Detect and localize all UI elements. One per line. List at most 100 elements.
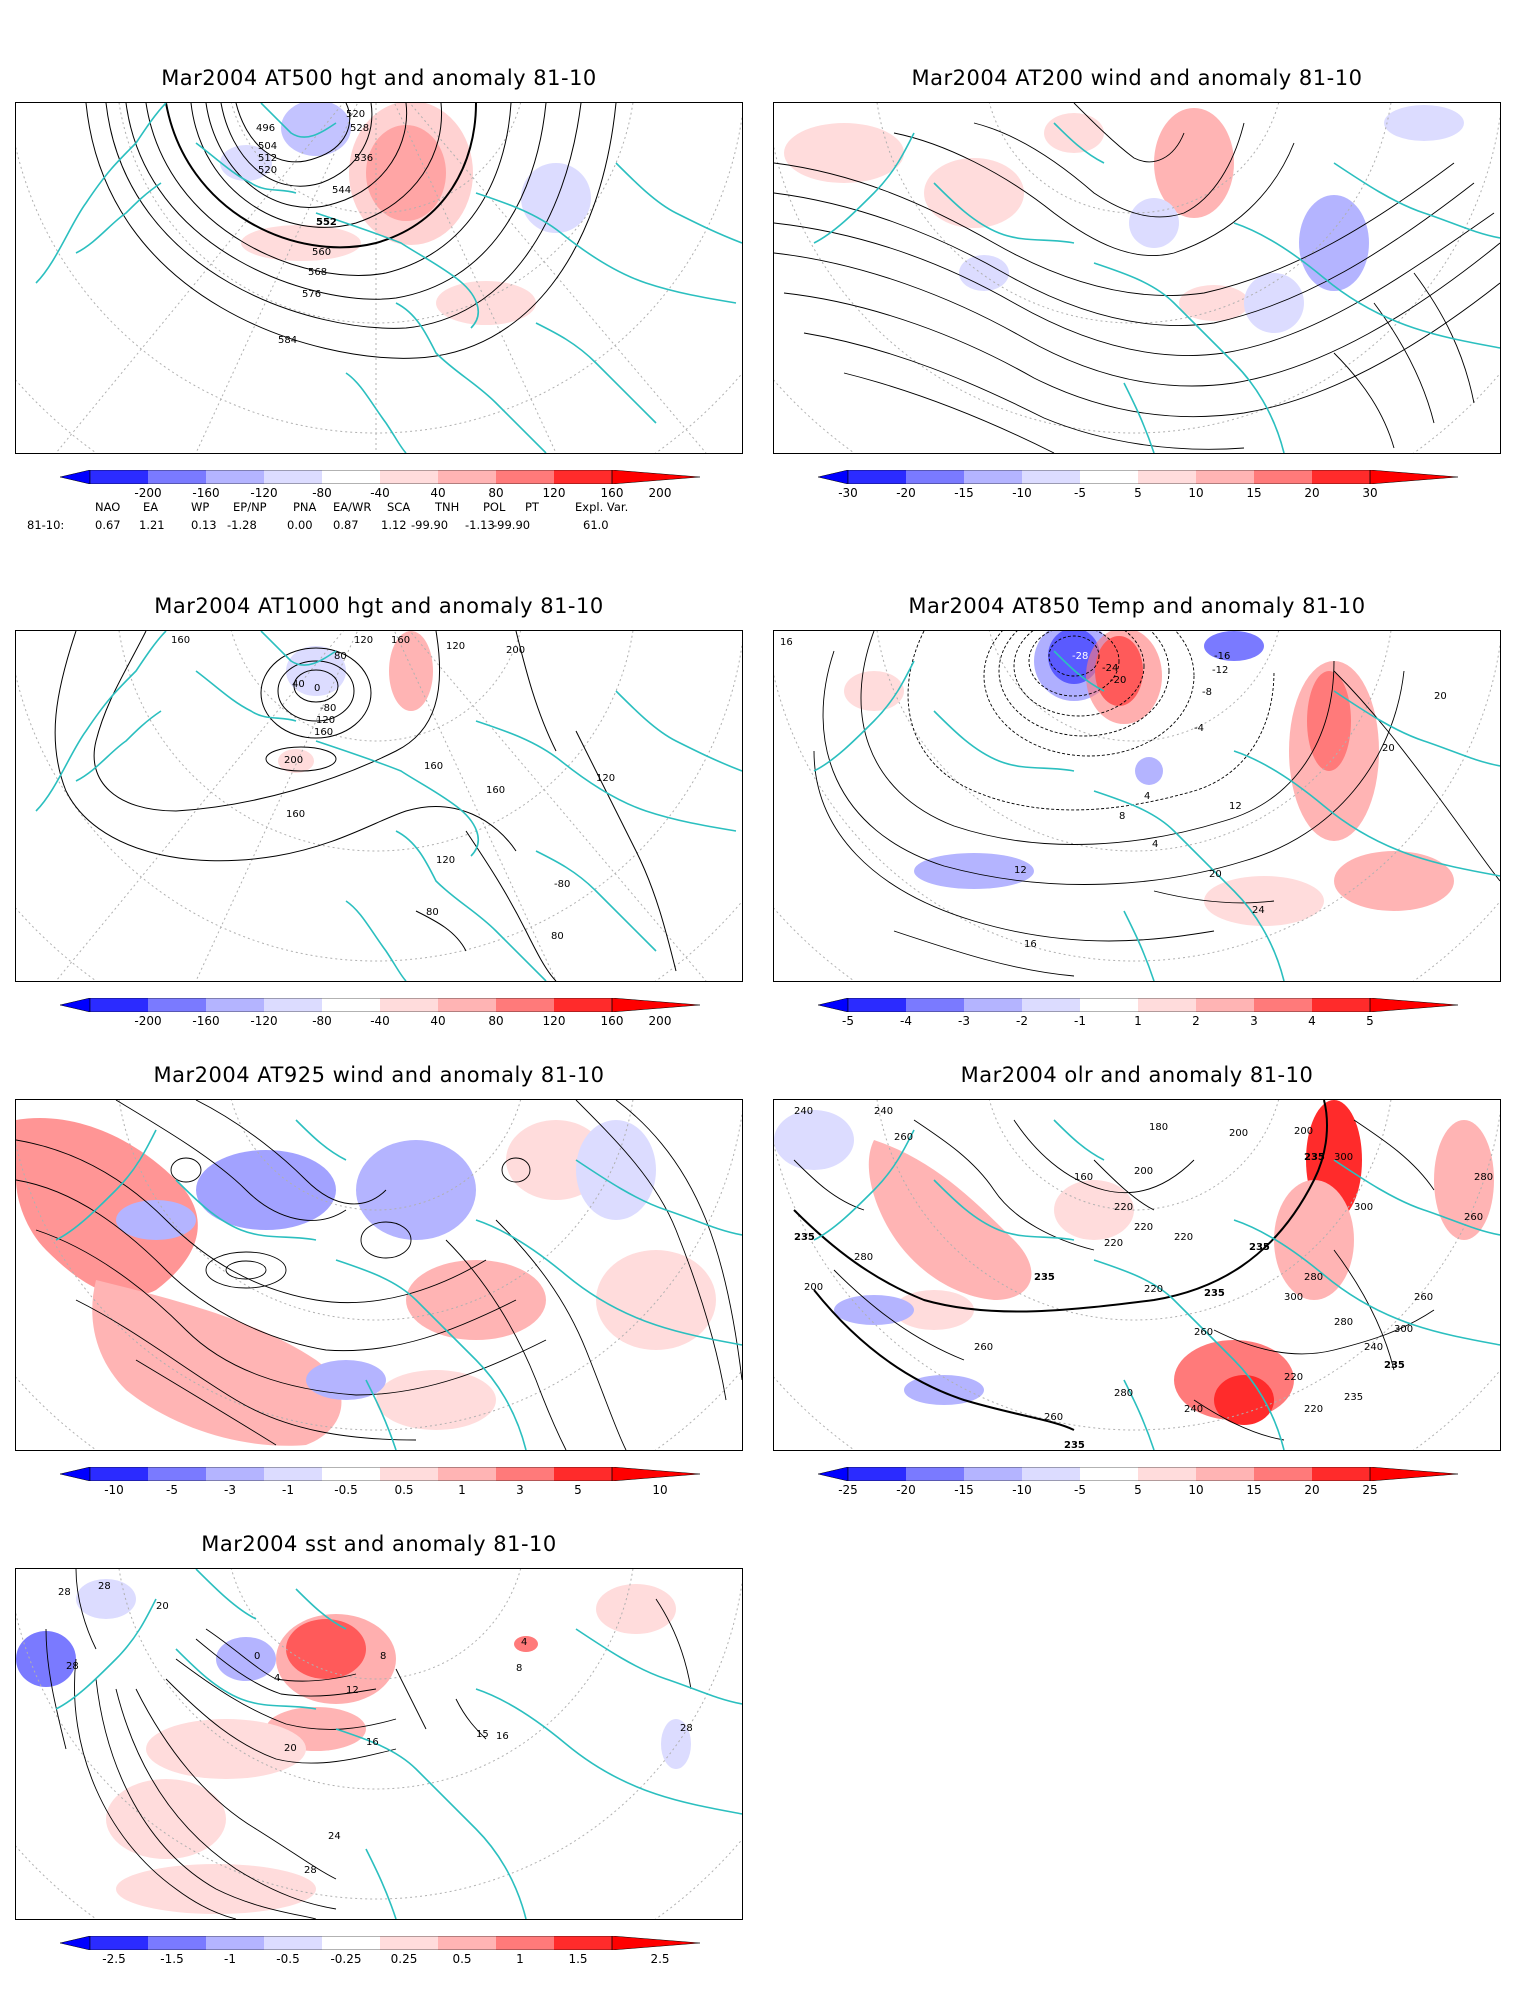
contour-label: 80 bbox=[551, 931, 564, 942]
anomaly-positive bbox=[924, 158, 1024, 228]
anomaly-positive bbox=[436, 281, 536, 325]
colorbar-label: -160 bbox=[192, 1014, 220, 1028]
anomaly-negative bbox=[116, 1200, 196, 1240]
colorbar-label: 1 bbox=[1134, 1014, 1142, 1028]
contour-label: 80 bbox=[426, 907, 439, 918]
colorbar-label: -1.5 bbox=[160, 1952, 184, 1966]
colorbar-label: -10 bbox=[104, 1483, 124, 1497]
colorbar: -200 -160 -120 -80 -40 40 80 120 160 200 bbox=[60, 998, 700, 1032]
colorbar-label: -10 bbox=[1012, 1483, 1032, 1497]
colorbar-label: -5 bbox=[166, 1483, 178, 1497]
panel-title: Mar2004 AT850 Temp and anomaly 81-10 bbox=[908, 594, 1366, 618]
colorbar-label: -4 bbox=[900, 1014, 912, 1028]
anomaly-positive bbox=[1434, 1120, 1494, 1240]
colorbar-label: 5 bbox=[574, 1483, 582, 1497]
map-olr: 240 240 260 180 200 200 235 300 280 260 … bbox=[773, 1099, 1501, 1451]
index-value: -1.28 bbox=[227, 518, 257, 532]
colorbar-label: -5 bbox=[842, 1014, 854, 1028]
colorbar-label: -160 bbox=[192, 486, 220, 500]
contour-label: 520 bbox=[346, 109, 365, 120]
colorbar-label: 10 bbox=[652, 1483, 668, 1497]
index-value: 1.21 bbox=[139, 518, 165, 532]
colorbar-label: -5 bbox=[1074, 486, 1086, 500]
contour-label: 504 bbox=[258, 141, 277, 152]
map-at1000: 160 120 160 120 200 80 40 0 -80 120 160 … bbox=[15, 630, 743, 982]
map-canvas: 28 28 28 0 4 8 12 20 16 16 15 8 4 20 24 … bbox=[16, 1569, 742, 1919]
contour-label: 220 bbox=[1174, 1232, 1193, 1243]
colorbar-label: -0.5 bbox=[276, 1952, 300, 1966]
colorbar-label: -3 bbox=[958, 1014, 970, 1028]
anomaly-negative bbox=[774, 1110, 854, 1170]
contour-label: 280 bbox=[854, 1252, 873, 1263]
anomaly-positive bbox=[349, 103, 473, 245]
contour-label: 260 bbox=[1044, 1412, 1063, 1423]
anomaly-positive bbox=[1154, 108, 1234, 218]
contour-label: 120 bbox=[354, 635, 373, 646]
contour-label: 16 bbox=[780, 637, 793, 648]
anomaly-positive bbox=[16, 1118, 198, 1297]
contour-label: 220 bbox=[1284, 1372, 1303, 1383]
anomaly-positive bbox=[1274, 1180, 1354, 1300]
contour-label: 8 bbox=[1119, 811, 1125, 822]
contour-label: 20 bbox=[284, 1743, 297, 1754]
panel-title: Mar2004 AT1000 hgt and anomaly 81-10 bbox=[154, 594, 604, 618]
colorbar-label: -10 bbox=[1012, 486, 1032, 500]
colorbar-label: 0.5 bbox=[452, 1952, 472, 1966]
contour-label: 280 bbox=[1304, 1272, 1323, 1283]
colorbar-label: 1 bbox=[458, 1483, 466, 1497]
contour-label: 200 bbox=[1134, 1166, 1153, 1177]
contour-label: -80 bbox=[320, 703, 336, 714]
contour-label: 220 bbox=[1144, 1284, 1163, 1295]
colorbar-label: 200 bbox=[648, 486, 672, 500]
anomaly-positive bbox=[276, 1614, 396, 1704]
contour-label: 568 bbox=[308, 267, 327, 278]
contour-label: 260 bbox=[974, 1342, 993, 1353]
contour-label: 0 bbox=[254, 1651, 260, 1662]
panel-title: Mar2004 sst and anomaly 81-10 bbox=[201, 1532, 557, 1556]
anomaly-negative bbox=[576, 1120, 656, 1220]
contour-label: 4 bbox=[1144, 791, 1150, 802]
contour-label: 584 bbox=[278, 335, 297, 346]
contour-label: 28 bbox=[66, 1661, 79, 1672]
colorbar-label: 200 bbox=[648, 1014, 672, 1028]
colorbar-label: -0.5 bbox=[334, 1483, 358, 1497]
colorbar-label: -5 bbox=[1074, 1483, 1086, 1497]
anomaly-negative bbox=[834, 1295, 914, 1325]
map-canvas bbox=[774, 103, 1500, 453]
contour-label: 120 bbox=[316, 715, 335, 726]
contour-label: 120 bbox=[446, 641, 465, 652]
contour-label: 24 bbox=[328, 1831, 341, 1842]
contour-label: 300 bbox=[1284, 1292, 1303, 1303]
colorbar: -200 -160 -120 -80 -40 40 80 120 160 200 bbox=[60, 470, 700, 504]
colorbar-label: -40 bbox=[370, 1014, 390, 1028]
anomaly-negative bbox=[914, 853, 1034, 889]
colorbar-swatches bbox=[60, 1936, 700, 1950]
contour-label: 300 bbox=[1394, 1324, 1413, 1335]
map-at200 bbox=[773, 102, 1501, 454]
colorbar-label: -40 bbox=[370, 486, 390, 500]
colorbar: -25 -20 -15 -10 -5 5 10 15 20 25 bbox=[818, 1467, 1458, 1501]
colorbar-label: 5 bbox=[1134, 486, 1142, 500]
contour-label: 120 bbox=[596, 773, 615, 784]
anomaly-positive bbox=[596, 1584, 676, 1634]
colorbar: -10 -5 -3 -1 -0.5 0.5 1 3 5 10 bbox=[60, 1467, 700, 1501]
colorbar: -2.5 -1.5 -1 -0.5 -0.25 0.25 0.5 1 1.5 2… bbox=[60, 1936, 700, 1970]
contour-label: 235 bbox=[1064, 1440, 1085, 1450]
anomaly-negative bbox=[16, 1631, 76, 1687]
contour-label: 496 bbox=[256, 123, 275, 134]
contour-label: 12 bbox=[1014, 865, 1027, 876]
contour-label: 20 bbox=[1434, 691, 1447, 702]
colorbar-label: 120 bbox=[542, 1014, 566, 1028]
index-value: -99.90 bbox=[411, 518, 449, 532]
anomaly-negative bbox=[521, 163, 591, 233]
anomaly-positive bbox=[146, 1719, 306, 1779]
anomaly-negative bbox=[306, 1360, 386, 1400]
contour-label: -16 bbox=[1214, 651, 1230, 662]
colorbar-label: -30 bbox=[838, 486, 858, 500]
colorbar-label: 4 bbox=[1308, 1014, 1316, 1028]
colorbar-label: -15 bbox=[954, 486, 974, 500]
map-at925 bbox=[15, 1099, 743, 1451]
contour-label: 260 bbox=[1464, 1212, 1483, 1223]
colorbar-label: 5 bbox=[1366, 1014, 1374, 1028]
anomaly-negative bbox=[1299, 195, 1369, 291]
